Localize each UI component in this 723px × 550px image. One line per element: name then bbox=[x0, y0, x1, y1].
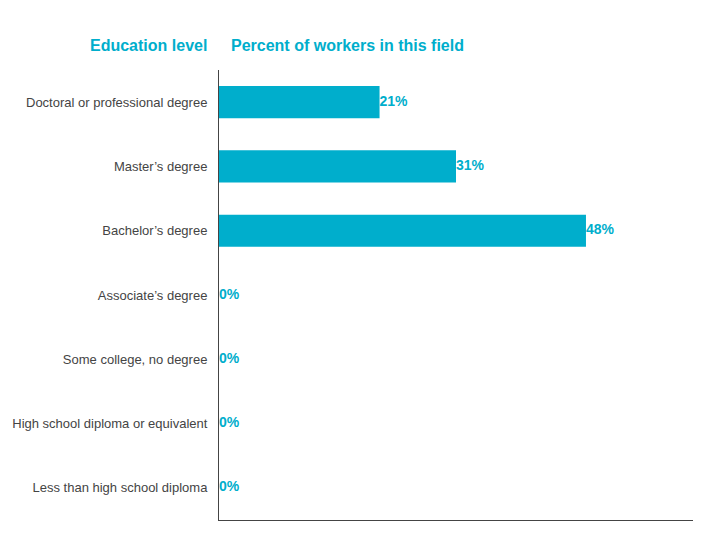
svg-text:Education level: Education level bbox=[90, 37, 207, 54]
svg-text:0%: 0% bbox=[219, 350, 240, 366]
svg-text:Percent of workers in this fie: Percent of workers in this field bbox=[231, 37, 464, 54]
svg-text:Doctoral or professional degre: Doctoral or professional degree bbox=[26, 95, 207, 110]
svg-text:High school diploma or equival: High school diploma or equivalent bbox=[12, 416, 208, 431]
svg-text:0%: 0% bbox=[219, 286, 240, 302]
svg-text:Less than high school diploma: Less than high school diploma bbox=[33, 480, 209, 495]
svg-text:0%: 0% bbox=[219, 478, 240, 494]
svg-text:Bachelor’s degree: Bachelor’s degree bbox=[102, 223, 207, 238]
svg-text:Master’s degree: Master’s degree bbox=[114, 159, 207, 174]
svg-text:21%: 21% bbox=[380, 93, 409, 109]
svg-text:Some college, no degree: Some college, no degree bbox=[63, 352, 208, 367]
svg-text:Associate’s degree: Associate’s degree bbox=[98, 288, 208, 303]
svg-text:48%: 48% bbox=[586, 221, 615, 237]
svg-text:31%: 31% bbox=[456, 157, 485, 173]
svg-text:0%: 0% bbox=[219, 414, 240, 430]
